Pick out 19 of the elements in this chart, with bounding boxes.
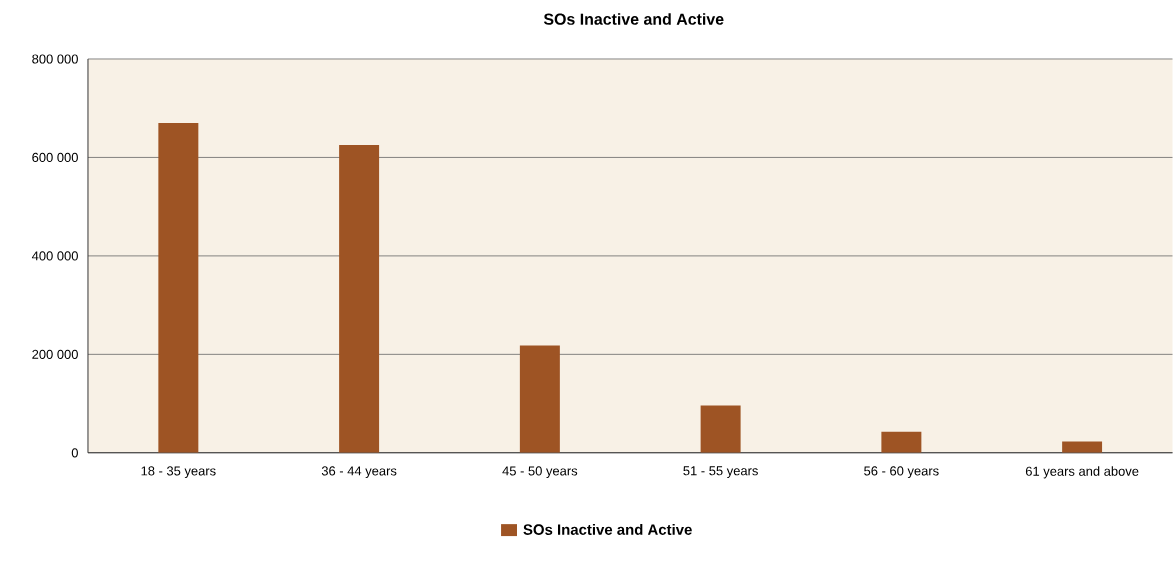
y-tick-label: 0 <box>71 448 78 458</box>
x-tick-label: 56 - 60 years <box>864 466 939 479</box>
y-tick-label: 200 000 <box>32 349 78 360</box>
y-tick-label: 400 000 <box>31 251 78 261</box>
chart-title: SOs Inactive and Active <box>543 13 724 25</box>
x-tick-label: 18 - 35 years <box>141 466 216 479</box>
legend-label: SOs Inactive and Active <box>523 524 692 536</box>
x-tick-label: 61 years and above <box>1025 466 1139 479</box>
y-tick-label: 800 000 <box>32 54 78 64</box>
y-tick-label: 600 000 <box>32 152 78 163</box>
bar <box>158 123 199 453</box>
bar <box>339 145 380 453</box>
bar <box>700 405 741 453</box>
x-tick-label: 51 - 55 years <box>683 466 758 479</box>
x-tick-label: 36 - 44 years <box>321 466 397 479</box>
x-tick-label: 45 - 50 years <box>502 466 578 479</box>
bar <box>1062 441 1103 453</box>
bar <box>881 431 922 453</box>
bar <box>519 345 560 453</box>
